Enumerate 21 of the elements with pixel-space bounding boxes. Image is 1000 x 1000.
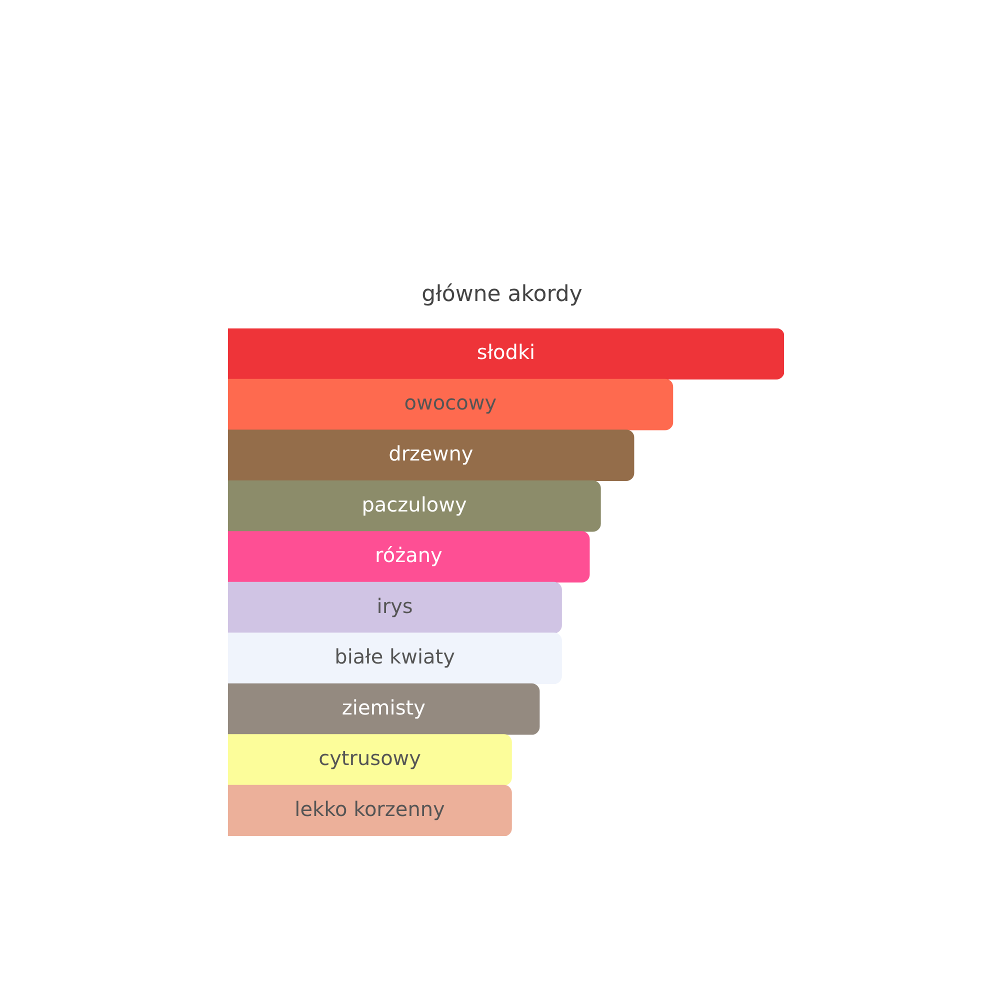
bar <box>228 784 512 836</box>
bar <box>228 582 562 634</box>
y-tick-label: cytrusowy <box>318 746 422 770</box>
bar <box>228 378 674 430</box>
bar <box>228 430 634 482</box>
bar <box>228 480 601 532</box>
bar <box>228 328 784 380</box>
y-tick-label: słodki <box>476 340 536 364</box>
bar <box>228 632 562 684</box>
chart-title: główne akordy <box>422 282 582 307</box>
y-tick-label: ziemisty <box>342 695 426 720</box>
y-tick-label: białe kwiaty <box>334 644 456 669</box>
y-tick-label: lekko korzenny <box>294 796 446 821</box>
bar <box>228 683 540 735</box>
y-tick-label: różany <box>375 543 442 568</box>
y-tick-label: owocowy <box>404 390 497 415</box>
y-tick-label: drzewny <box>388 442 474 466</box>
y-tick-label: irys <box>376 594 413 618</box>
y-tick-label: paczulowy <box>362 492 467 516</box>
bar <box>228 531 590 583</box>
bar <box>228 734 512 786</box>
